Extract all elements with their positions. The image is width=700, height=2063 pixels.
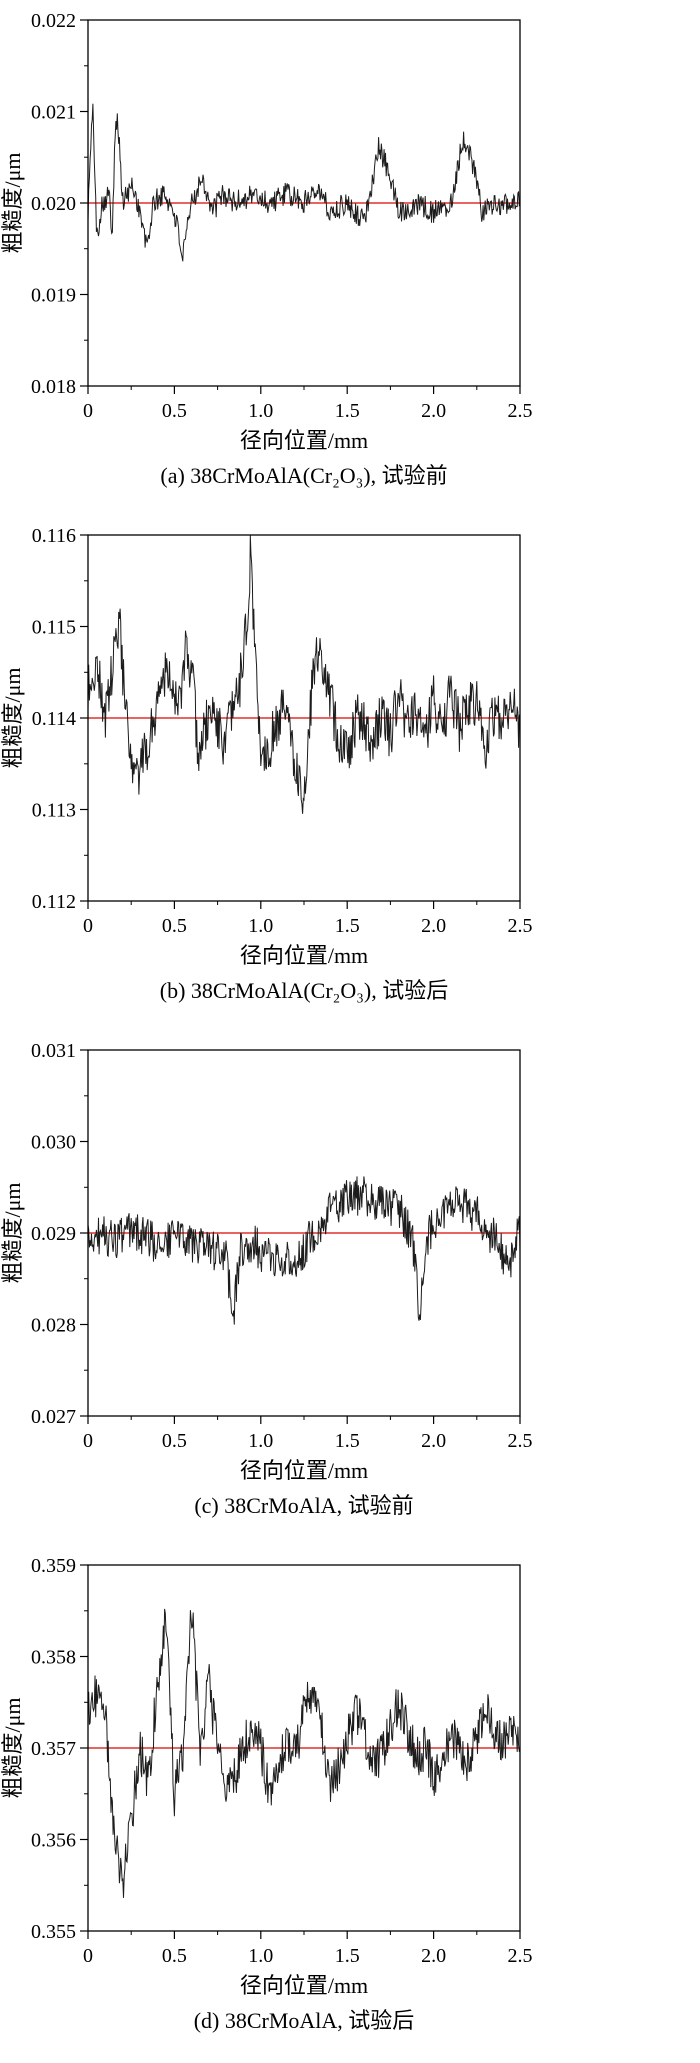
svg-text:0.029: 0.029 [31, 1223, 76, 1245]
svg-text:0.018: 0.018 [31, 376, 76, 398]
x-axis-title: 径向位置/mm [240, 428, 368, 453]
chart-c-canvas: 0.027 0.028 0.029 0.030 0.031 0 0.5 1.0 1.5 2.0 2.… [0, 1040, 533, 1483]
svg-text:0.5: 0.5 [162, 1945, 187, 1967]
svg-text:0.112: 0.112 [32, 891, 76, 913]
svg-text:0.028: 0.028 [31, 1315, 76, 1337]
svg-text:2.5: 2.5 [508, 1945, 533, 1967]
figure-b: 0.112 0.113 0.114 0.115 0.116 0 0.5 1.0 1.5 2.0 2.… [0, 515, 700, 1030]
chart-b-canvas: 0.112 0.113 0.114 0.115 0.116 0 0.5 1.0 1.5 2.0 2.… [0, 525, 533, 968]
caption-b: (b) 38CrMoAlA(Cr₂O₃), 试验后 [159, 978, 449, 1003]
svg-text:0.356: 0.356 [31, 1830, 76, 1852]
svg-text:1.0: 1.0 [248, 400, 273, 422]
svg-text:1.0: 1.0 [248, 1430, 273, 1452]
svg-text:0.5: 0.5 [162, 1430, 187, 1452]
figure-d: 0.355 0.356 0.357 0.358 0.359 0 0.5 1.0 1.5 2.0 2.… [0, 1545, 700, 2060]
caption-c: (c) 38CrMoAlA, 试验前 [194, 1493, 414, 1518]
svg-text:2.0: 2.0 [421, 1945, 446, 1967]
x-axis-title: 径向位置/mm [240, 1458, 368, 1483]
svg-text:1.5: 1.5 [335, 915, 360, 937]
svg-text:0.019: 0.019 [31, 285, 76, 307]
svg-text:0: 0 [83, 915, 93, 937]
svg-text:2.5: 2.5 [508, 1430, 533, 1452]
svg-text:0.357: 0.357 [31, 1738, 76, 1760]
svg-text:1.5: 1.5 [335, 400, 360, 422]
x-axis-title: 径向位置/mm [240, 1973, 368, 1998]
svg-text:0: 0 [83, 1945, 93, 1967]
chart-d-canvas: 0.355 0.356 0.357 0.358 0.359 0 0.5 1.0 1.5 2.0 2.… [0, 1555, 533, 1998]
svg-text:0.355: 0.355 [31, 1921, 76, 1943]
svg-text:0.113: 0.113 [32, 800, 76, 822]
svg-text:0.027: 0.027 [31, 1406, 76, 1428]
svg-text:0.5: 0.5 [162, 915, 187, 937]
svg-text:0.021: 0.021 [31, 102, 76, 124]
svg-text:2.5: 2.5 [508, 915, 533, 937]
svg-text:0.030: 0.030 [31, 1132, 76, 1154]
svg-text:0.114: 0.114 [32, 708, 76, 730]
svg-text:0.022: 0.022 [31, 10, 76, 32]
svg-text:0.358: 0.358 [31, 1647, 76, 1669]
svg-text:1.5: 1.5 [335, 1945, 360, 1967]
svg-text:2.0: 2.0 [421, 400, 446, 422]
svg-text:1.5: 1.5 [335, 1430, 360, 1452]
caption-a: (a) 38CrMoAlA(Cr₂O₃), 试验前 [160, 463, 448, 488]
y-axis-title: 粗糙度/μm [0, 1697, 25, 1798]
svg-text:1.0: 1.0 [248, 915, 273, 937]
svg-text:2.0: 2.0 [421, 915, 446, 937]
svg-text:0: 0 [83, 400, 93, 422]
y-axis-title: 粗糙度/μm [0, 1182, 25, 1283]
svg-text:0.5: 0.5 [162, 400, 187, 422]
figure-c: 0.027 0.028 0.029 0.030 0.031 0 0.5 1.0 1.5 2.0 2.… [0, 1030, 700, 1545]
svg-text:0.115: 0.115 [32, 617, 76, 639]
chart-a-canvas: 0.018 0.019 0.020 0.021 0.022 0 0.5 1.0 1.5 2.0 2.… [0, 10, 533, 453]
svg-text:0: 0 [83, 1430, 93, 1452]
figure-a: 0.018 0.019 0.020 0.021 0.022 0 0.5 1.0 1.5 2.0 2.… [0, 0, 700, 515]
svg-text:1.0: 1.0 [248, 1945, 273, 1967]
y-axis-title: 粗糙度/μm [0, 152, 25, 253]
svg-text:0.359: 0.359 [31, 1555, 76, 1577]
svg-text:2.0: 2.0 [421, 1430, 446, 1452]
svg-text:0.020: 0.020 [31, 193, 76, 215]
svg-text:0.031: 0.031 [31, 1040, 76, 1062]
caption-d: (d) 38CrMoAlA, 试验后 [193, 2008, 415, 2033]
x-axis-title: 径向位置/mm [240, 943, 368, 968]
y-axis-title: 粗糙度/μm [0, 667, 25, 768]
svg-text:0.116: 0.116 [32, 525, 76, 547]
svg-text:2.5: 2.5 [508, 400, 533, 422]
